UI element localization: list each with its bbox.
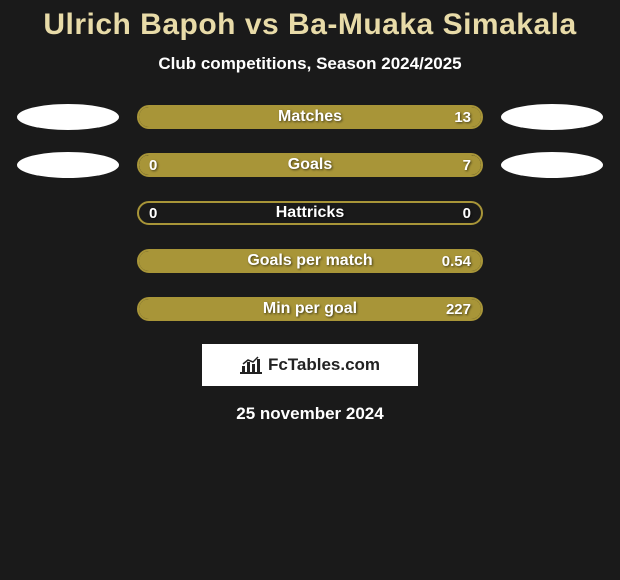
comparison-row: Min per goal227: [0, 296, 620, 322]
comparison-rows: Matches130Goals70Hattricks0Goals per mat…: [0, 104, 620, 322]
stat-value-right: 7: [463, 157, 471, 174]
stat-bar: 0Hattricks0: [137, 201, 483, 225]
logo-box[interactable]: FcTables.com: [202, 344, 418, 386]
stat-value-right: 0: [463, 205, 471, 222]
stat-bar: Goals per match0.54: [137, 249, 483, 273]
stat-label: Goals: [139, 156, 481, 174]
stat-label: Min per goal: [139, 300, 481, 318]
player-left-marker: [17, 152, 119, 178]
logo-text: FcTables.com: [268, 355, 380, 375]
stat-value-right: 227: [446, 301, 471, 318]
subtitle: Club competitions, Season 2024/2025: [0, 54, 620, 74]
comparison-row: 0Hattricks0: [0, 200, 620, 226]
stat-value-right: 0.54: [442, 253, 471, 270]
player-right-marker: [501, 104, 603, 130]
stat-bar: Min per goal227: [137, 297, 483, 321]
page-title: Ulrich Bapoh vs Ba-Muaka Simakala: [0, 8, 620, 42]
comparison-row: Matches13: [0, 104, 620, 130]
stat-label: Matches: [139, 108, 481, 126]
stat-bar: Matches13: [137, 105, 483, 129]
comparison-infographic: Ulrich Bapoh vs Ba-Muaka Simakala Club c…: [0, 0, 620, 424]
stat-value-right: 13: [454, 109, 471, 126]
player-right-marker: [501, 152, 603, 178]
player-left-marker: [17, 104, 119, 130]
date-label: 25 november 2024: [0, 404, 620, 424]
stat-bar: 0Goals7: [137, 153, 483, 177]
stat-label: Hattricks: [139, 204, 481, 222]
comparison-row: Goals per match0.54: [0, 248, 620, 274]
comparison-row: 0Goals7: [0, 152, 620, 178]
stat-label: Goals per match: [139, 252, 481, 270]
chart-icon: [240, 356, 262, 374]
